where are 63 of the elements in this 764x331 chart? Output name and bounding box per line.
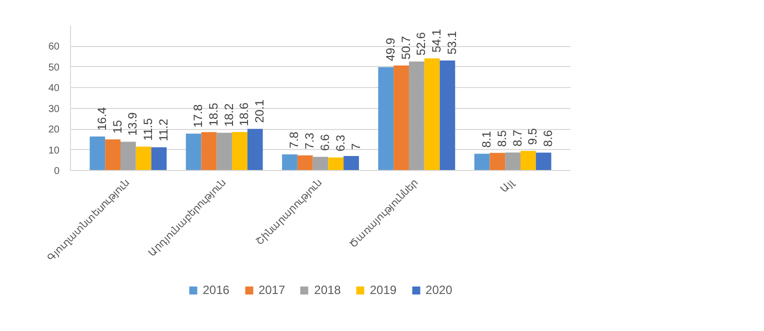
data-label: 18.6 — [237, 102, 252, 126]
legend-label: 2016 — [202, 283, 230, 297]
bar — [424, 58, 440, 170]
bar — [120, 142, 136, 170]
data-label: 8.1 — [480, 130, 494, 148]
data-label: 15 — [110, 120, 124, 134]
x-tick-label: Այլ — [499, 176, 518, 196]
data-label: 18.2 — [222, 103, 236, 127]
data-label: 53.1 — [444, 30, 459, 55]
data-label: 11.2 — [156, 118, 170, 142]
bar — [328, 157, 344, 170]
bar — [216, 132, 232, 170]
bar — [490, 152, 506, 170]
legend-label: 2017 — [258, 283, 286, 297]
y-tick-label: 50 — [48, 62, 60, 74]
bar — [408, 62, 424, 170]
data-label: 17.8 — [191, 104, 206, 128]
y-tick-label: 60 — [48, 42, 60, 53]
y-tick-label: 10 — [48, 145, 60, 156]
bar — [105, 139, 120, 170]
bar — [474, 154, 490, 170]
y-tick-label: 0 — [54, 166, 60, 177]
bar — [151, 147, 167, 170]
bar — [536, 152, 552, 170]
data-label: 18.5 — [206, 102, 220, 126]
bar — [232, 132, 248, 170]
bar — [394, 65, 409, 170]
bar — [312, 156, 328, 170]
data-label: 49.9 — [383, 37, 398, 62]
data-label: 13.9 — [126, 112, 140, 136]
bar — [247, 128, 263, 170]
data-label: 7 — [348, 143, 363, 150]
data-label: 9.5 — [526, 128, 540, 145]
data-label: 50.7 — [398, 36, 413, 60]
data-label: 8.7 — [510, 129, 524, 146]
legend-label: 2020 — [426, 283, 452, 297]
data-label: 7.3 — [302, 132, 317, 150]
y-tick-label: 40 — [48, 83, 60, 94]
bar — [520, 150, 536, 170]
bar — [201, 132, 217, 170]
y-tick-label: 20 — [48, 124, 60, 136]
data-label: 8.5 — [494, 130, 509, 147]
data-label: 16.4 — [94, 106, 109, 131]
data-label: 20.1 — [252, 99, 267, 123]
bar — [282, 154, 298, 170]
data-label: 7.8 — [287, 131, 302, 148]
bar — [378, 67, 394, 170]
bar — [90, 136, 106, 170]
data-label: 52.6 — [414, 32, 428, 56]
data-label: 11.5 — [141, 118, 156, 141]
bar — [440, 60, 456, 170]
bar — [505, 152, 520, 170]
data-label: 54.1 — [430, 28, 444, 52]
bar — [297, 155, 313, 170]
y-tick-label: 30 — [48, 104, 60, 115]
bar — [136, 146, 152, 170]
legend-label: 2019 — [370, 283, 397, 297]
legend-label: 2018 — [314, 283, 341, 297]
data-label: 6.3 — [333, 134, 348, 152]
bar — [186, 134, 202, 170]
bar — [344, 156, 359, 170]
data-label: 6.6 — [318, 134, 332, 151]
data-label: 8.6 — [541, 130, 556, 147]
